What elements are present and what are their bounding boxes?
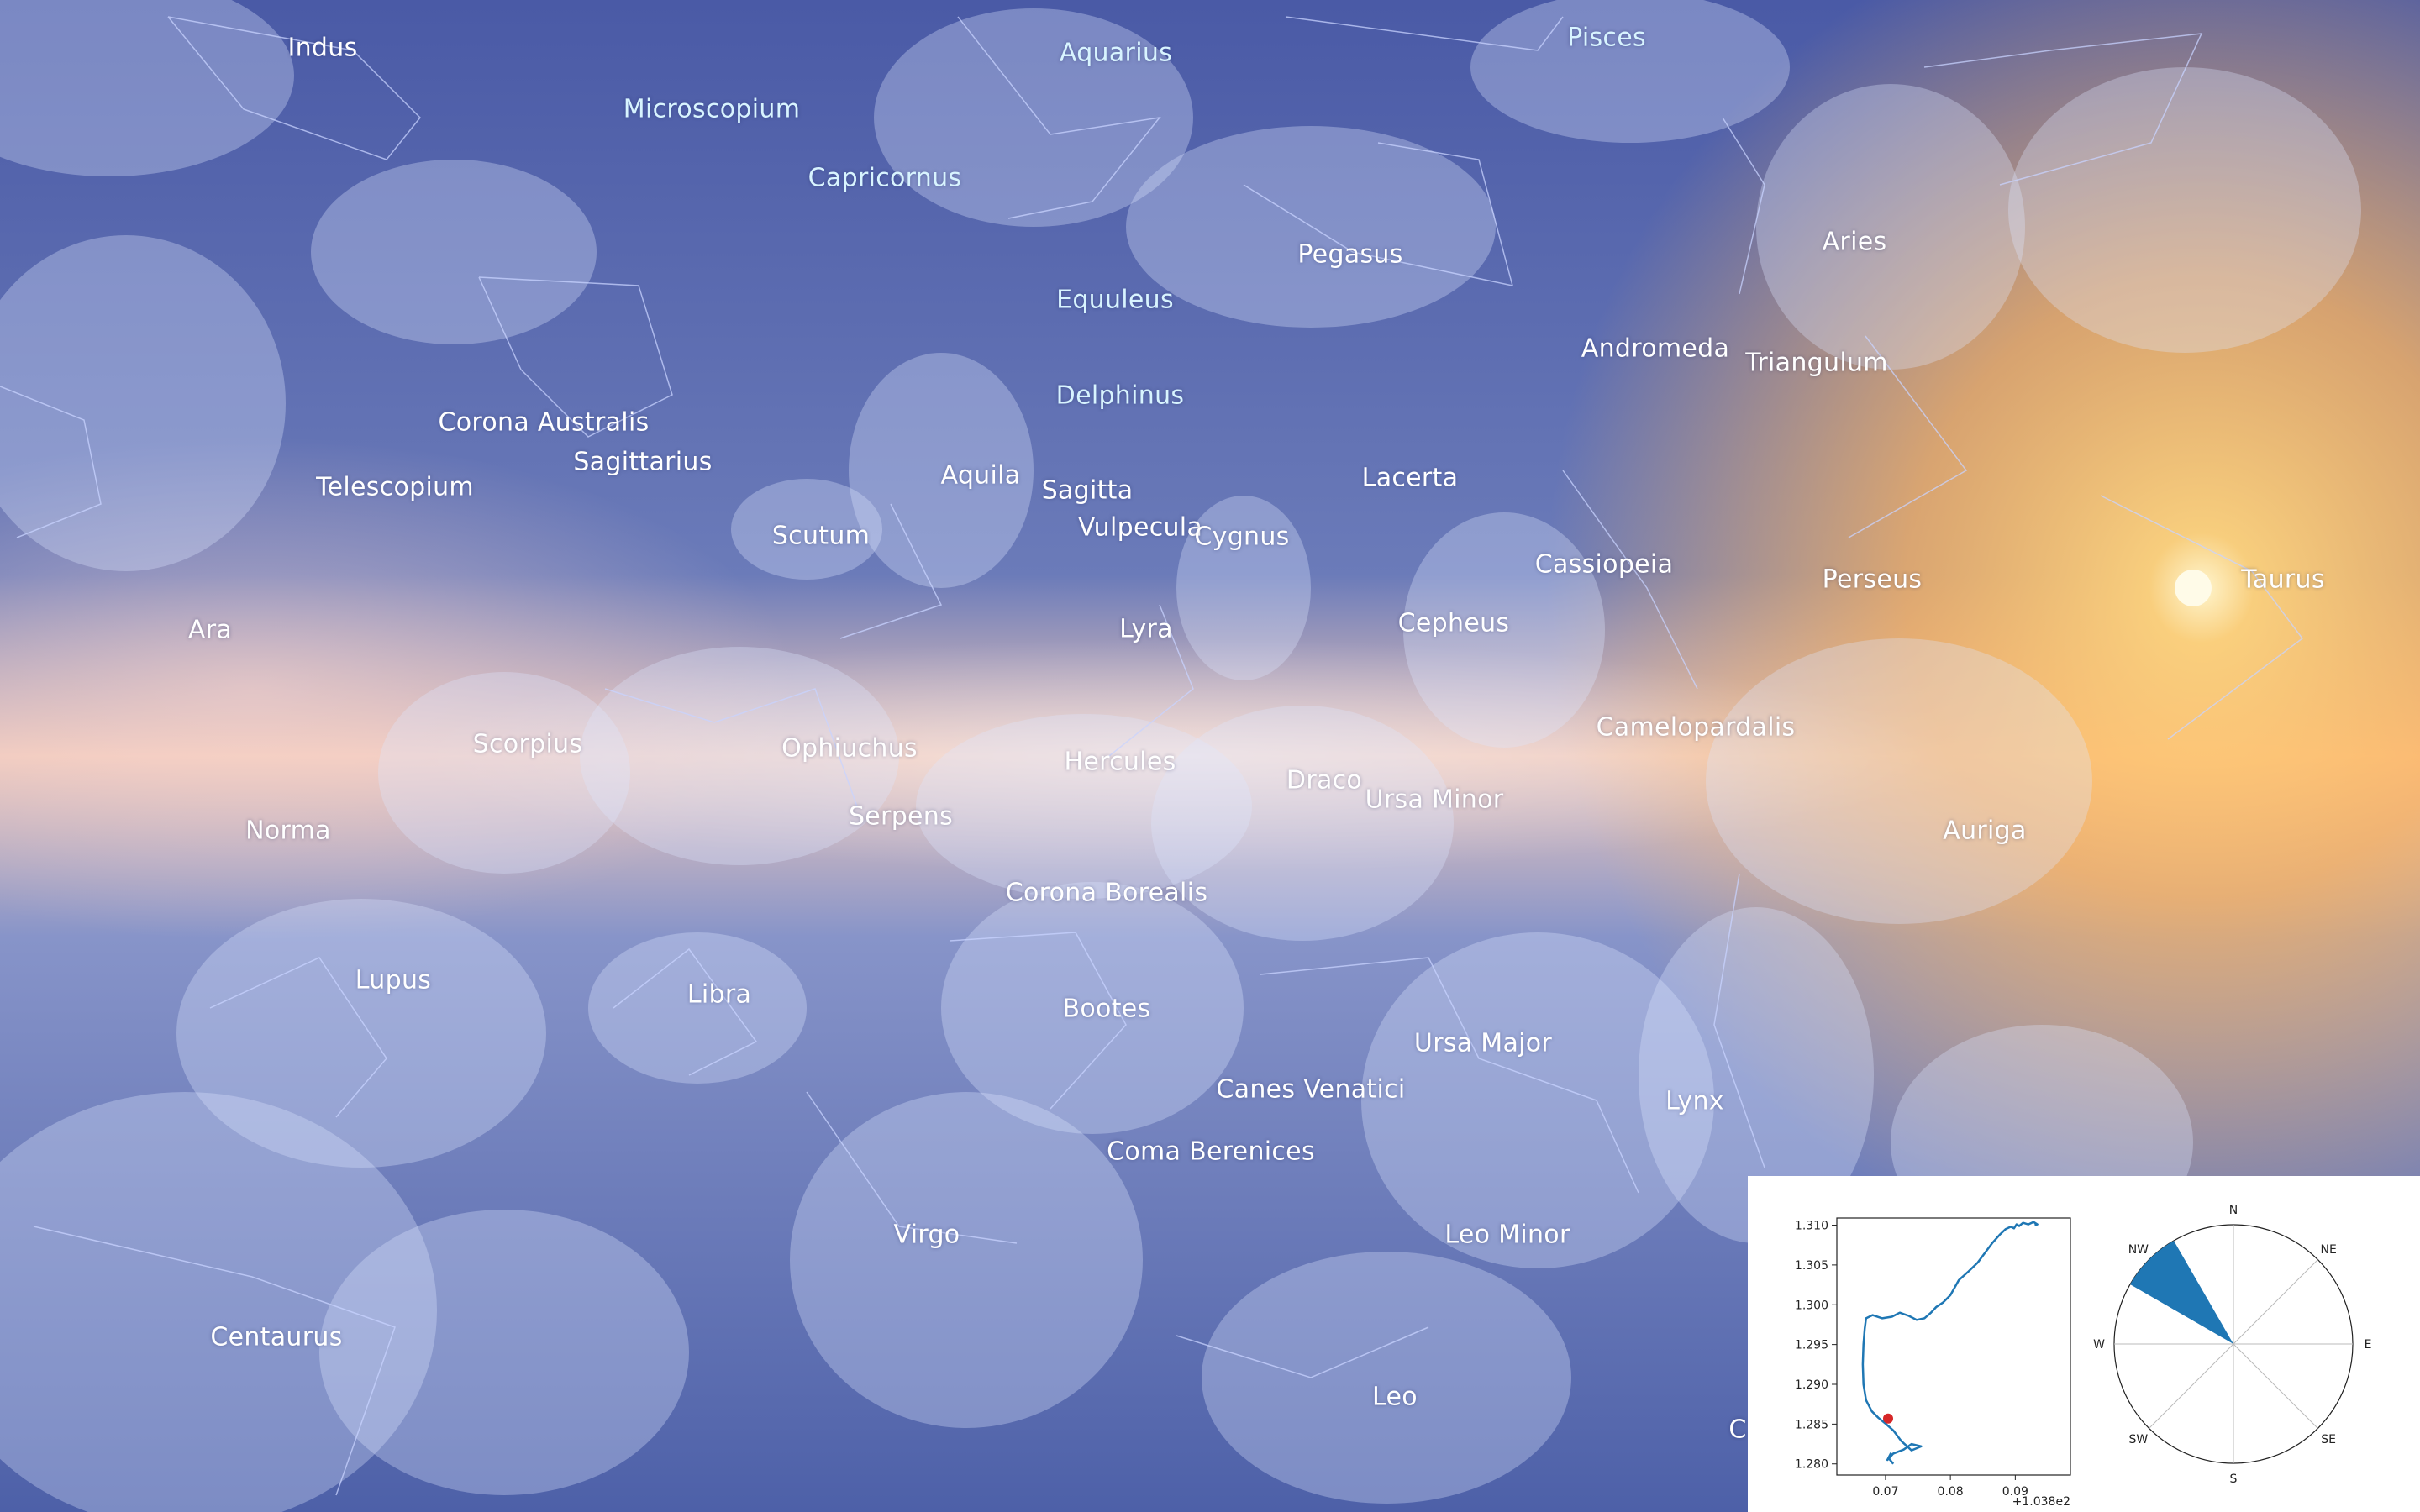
constellation-label-ursa-minor[interactable]: Ursa Minor — [1365, 785, 1504, 815]
y-tick-label: 1.280 — [1795, 1458, 1828, 1472]
constellation-label-lacerta[interactable]: Lacerta — [1361, 463, 1459, 493]
constellation-label-pisces[interactable]: Pisces — [1567, 23, 1646, 53]
constellation-label-aquarius[interactable]: Aquarius — [1059, 38, 1173, 68]
constellation-label-aries[interactable]: Aries — [1822, 227, 1887, 257]
track-plot-frame — [1836, 1217, 2071, 1476]
constellation-label-triangulum[interactable]: Triangulum — [1745, 348, 1888, 378]
constellation-label-centaurus[interactable]: Centaurus — [210, 1322, 343, 1352]
y-tick-label: 1.305 — [1795, 1259, 1828, 1273]
constellation-label-corona-australis[interactable]: Corona Australis — [438, 407, 650, 438]
constellation-label-cepheus[interactable]: Cepheus — [1397, 608, 1510, 638]
constellation-label-cygnus[interactable]: Cygnus — [1194, 522, 1290, 552]
constellation-label-virgo[interactable]: Virgo — [893, 1220, 960, 1250]
navigation-inset-panel: 0.07 0.08 0.09 1.280 1.285 1.290 1.295 1.300 1.3… — [1748, 1176, 2420, 1512]
constellation-label-canes-venatici[interactable]: Canes Venatici — [1216, 1074, 1406, 1105]
sun — [2175, 570, 2212, 606]
heading-sector — [2130, 1241, 2233, 1344]
constellation-label-aquila[interactable]: Aquila — [940, 460, 1021, 491]
y-tick-label: 1.290 — [1795, 1378, 1828, 1392]
x-tick-label: 0.08 — [1938, 1485, 1964, 1499]
constellation-label-ophiuchus[interactable]: Ophiuchus — [781, 733, 918, 764]
constellation-label-sagitta[interactable]: Sagitta — [1041, 475, 1134, 506]
compass-label-se: SE — [2321, 1433, 2336, 1446]
compass-spoke — [2233, 1343, 2318, 1429]
compass-spoke — [2233, 1259, 2318, 1345]
x-offset-label: +1.038e2 — [2012, 1495, 2070, 1509]
constellation-label-ara[interactable]: Ara — [187, 615, 233, 645]
compass-label-nw: NW — [2128, 1243, 2149, 1257]
constellation-label-vulpecula[interactable]: Vulpecula — [1077, 512, 1203, 543]
constellation-label-taurus[interactable]: Taurus — [2241, 564, 2325, 595]
constellation-label-capricornus[interactable]: Capricornus — [808, 163, 962, 193]
x-tick-label: 0.09 — [2002, 1485, 2028, 1499]
y-tick-label: 1.285 — [1795, 1418, 1828, 1431]
inset-charts: 0.07 0.08 0.09 1.280 1.285 1.290 1.295 1.300 1.3… — [1795, 1204, 2372, 1509]
compass-label-w: W — [2093, 1338, 2105, 1352]
compass-spoke — [2149, 1343, 2234, 1429]
constellation-label-hercules[interactable]: Hercules — [1064, 747, 1176, 777]
constellation-label-corona-borealis[interactable]: Corona Borealis — [1005, 878, 1208, 908]
constellation-label-auriga[interactable]: Auriga — [1943, 816, 2027, 846]
constellation-label-leo-minor[interactable]: Leo Minor — [1444, 1220, 1570, 1250]
constellation-label-andromeda[interactable]: Andromeda — [1581, 333, 1730, 364]
constellation-label-indus[interactable]: Indus — [287, 33, 358, 63]
constellation-label-sagittarius[interactable]: Sagittarius — [573, 447, 713, 477]
constellation-label-delphinus[interactable]: Delphinus — [1055, 381, 1185, 411]
constellation-artwork — [0, 0, 2361, 1512]
constellation-label-leo[interactable]: Leo — [1372, 1382, 1418, 1412]
constellation-label-serpens[interactable]: Serpens — [848, 801, 954, 832]
constellation-label-libra[interactable]: Libra — [687, 979, 752, 1010]
constellation-label-equuleus[interactable]: Equuleus — [1056, 285, 1174, 315]
constellation-label-ursa-major[interactable]: Ursa Major — [1413, 1028, 1553, 1058]
constellation-label-pegasus[interactable]: Pegasus — [1297, 239, 1403, 270]
compass-label-ne: NE — [2320, 1243, 2336, 1257]
constellation-label-norma[interactable]: Norma — [245, 816, 331, 846]
track-line — [1861, 1221, 2039, 1465]
y-tick-label: 1.300 — [1795, 1299, 1828, 1312]
constellation-label-lyra[interactable]: Lyra — [1119, 614, 1173, 644]
constellation-label-lynx[interactable]: Lynx — [1665, 1086, 1724, 1116]
constellation-label-telescopium[interactable]: Telescopium — [316, 472, 474, 502]
constellation-label-cancer-partial[interactable]: C — [1728, 1415, 1747, 1445]
constellation-label-draco[interactable]: Draco — [1286, 765, 1363, 795]
constellation-label-scorpius[interactable]: Scorpius — [472, 729, 583, 759]
constellation-label-perseus[interactable]: Perseus — [1822, 564, 1923, 595]
y-tick-label: 1.310 — [1795, 1220, 1828, 1233]
compass-rose: N NE E SE S SW W NW — [2093, 1204, 2371, 1486]
compass-label-n: N — [2229, 1204, 2238, 1217]
constellation-label-scutum[interactable]: Scutum — [771, 521, 871, 551]
x-tick-label: 0.07 — [1872, 1485, 1898, 1499]
constellation-label-camelopardalis[interactable]: Camelopardalis — [1596, 712, 1796, 743]
compass-label-sw: SW — [2128, 1433, 2148, 1446]
y-tick-label: 1.295 — [1795, 1339, 1828, 1352]
track-plot: 0.07 0.08 0.09 1.280 1.285 1.290 1.295 1.300 1.3… — [1795, 1217, 2071, 1509]
compass-label-e: E — [2365, 1338, 2372, 1352]
constellation-lines — [0, 16, 2304, 1496]
compass-label-s: S — [2230, 1473, 2238, 1486]
constellation-label-cassiopeia[interactable]: Cassiopeia — [1534, 549, 1674, 580]
constellation-label-lupus[interactable]: Lupus — [355, 965, 432, 995]
constellation-label-microscopium[interactable]: Microscopium — [623, 94, 801, 124]
constellation-label-bootes[interactable]: Bootes — [1062, 994, 1151, 1024]
current-position-marker — [1883, 1413, 1894, 1424]
constellation-label-coma-berenices[interactable]: Coma Berenices — [1107, 1137, 1315, 1167]
